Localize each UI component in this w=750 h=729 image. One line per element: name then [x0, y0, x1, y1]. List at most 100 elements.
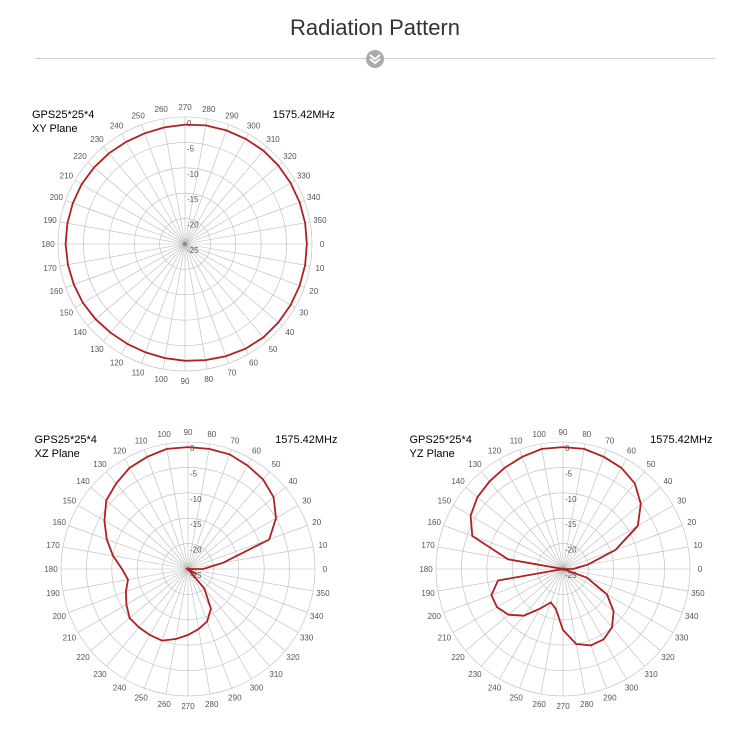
svg-text:80: 80: [207, 430, 216, 439]
svg-text:40: 40: [285, 328, 294, 337]
svg-text:10: 10: [315, 264, 324, 273]
svg-text:40: 40: [288, 477, 297, 486]
svg-text:330: 330: [674, 634, 688, 643]
svg-text:0: 0: [322, 565, 327, 574]
svg-text:210: 210: [62, 634, 76, 643]
svg-text:100: 100: [532, 430, 546, 439]
svg-text:340: 340: [307, 193, 321, 202]
svg-text:0: 0: [320, 240, 325, 249]
svg-text:-10: -10: [565, 495, 577, 504]
antenna-label: GPS25*25*4: [35, 434, 97, 446]
svg-text:290: 290: [228, 694, 242, 703]
svg-text:270: 270: [181, 702, 195, 711]
svg-text:10: 10: [693, 541, 702, 550]
svg-text:110: 110: [134, 436, 147, 445]
svg-text:320: 320: [661, 653, 675, 662]
svg-text:-25: -25: [187, 246, 199, 255]
plane-label: XZ Plane: [35, 448, 80, 460]
svg-text:260: 260: [155, 105, 169, 114]
svg-text:-5: -5: [187, 144, 195, 153]
svg-text:180: 180: [44, 565, 58, 574]
svg-text:220: 220: [76, 653, 90, 662]
svg-text:70: 70: [227, 369, 236, 378]
svg-text:90: 90: [558, 428, 567, 437]
svg-text:100: 100: [157, 430, 171, 439]
svg-text:-20: -20: [190, 546, 202, 555]
svg-text:120: 120: [487, 446, 501, 455]
svg-text:170: 170: [43, 264, 57, 273]
svg-text:50: 50: [646, 460, 655, 469]
svg-text:250: 250: [509, 694, 523, 703]
svg-text:140: 140: [73, 328, 87, 337]
svg-text:150: 150: [62, 497, 76, 506]
svg-text:60: 60: [252, 446, 261, 455]
svg-text:300: 300: [247, 121, 261, 130]
svg-text:230: 230: [93, 670, 107, 679]
svg-text:320: 320: [286, 653, 300, 662]
svg-text:190: 190: [421, 589, 435, 598]
svg-text:240: 240: [112, 684, 126, 693]
svg-text:70: 70: [230, 436, 239, 445]
svg-text:-15: -15: [190, 520, 202, 529]
svg-text:170: 170: [421, 541, 435, 550]
svg-text:320: 320: [283, 152, 297, 161]
svg-text:270: 270: [556, 702, 570, 711]
svg-text:310: 310: [266, 135, 280, 144]
svg-text:120: 120: [110, 359, 124, 368]
svg-text:150: 150: [60, 309, 74, 318]
svg-text:340: 340: [310, 612, 324, 621]
chart-row-top: 0102030405060708090100110120130140150160…: [0, 89, 750, 404]
svg-text:350: 350: [313, 216, 327, 225]
divider: [35, 49, 715, 69]
svg-text:50: 50: [269, 345, 278, 354]
svg-text:280: 280: [580, 700, 594, 709]
svg-text:-20: -20: [565, 546, 577, 555]
svg-text:180: 180: [419, 565, 433, 574]
svg-text:250: 250: [131, 111, 145, 120]
chart-row-bottom: 0102030405060708090100110120130140150160…: [0, 414, 750, 729]
svg-text:-5: -5: [190, 469, 198, 478]
svg-text:290: 290: [225, 111, 239, 120]
svg-text:250: 250: [134, 694, 148, 703]
svg-text:350: 350: [316, 589, 330, 598]
svg-text:80: 80: [582, 430, 591, 439]
svg-text:220: 220: [451, 653, 465, 662]
chevron-down-icon: [365, 49, 385, 69]
page-title: Radiation Pattern: [0, 15, 750, 41]
svg-text:110: 110: [132, 369, 145, 378]
svg-text:260: 260: [157, 700, 171, 709]
svg-text:100: 100: [155, 375, 169, 384]
chart-yz: 0102030405060708090100110120130140150160…: [408, 414, 718, 729]
svg-text:210: 210: [60, 172, 74, 181]
svg-text:240: 240: [110, 121, 124, 130]
svg-text:-15: -15: [187, 195, 199, 204]
plane-label: XY Plane: [32, 123, 78, 135]
svg-text:-5: -5: [565, 469, 573, 478]
polar-chart-xz: 0102030405060708090100110120130140150160…: [33, 414, 343, 724]
svg-text:160: 160: [50, 287, 64, 296]
svg-text:120: 120: [112, 446, 126, 455]
svg-text:20: 20: [312, 518, 321, 527]
chart-xz: 0102030405060708090100110120130140150160…: [33, 414, 343, 729]
antenna-label: GPS25*25*4: [410, 434, 472, 446]
polar-chart-yz: 0102030405060708090100110120130140150160…: [408, 414, 718, 724]
svg-text:280: 280: [205, 700, 219, 709]
svg-text:290: 290: [603, 694, 617, 703]
antenna-label: GPS25*25*4: [32, 109, 94, 121]
svg-text:60: 60: [627, 446, 636, 455]
svg-text:220: 220: [73, 152, 87, 161]
svg-text:280: 280: [202, 105, 216, 114]
svg-text:300: 300: [624, 684, 638, 693]
svg-text:300: 300: [249, 684, 263, 693]
chart-xy: 0102030405060708090100110120130140150160…: [30, 89, 340, 404]
svg-text:210: 210: [437, 634, 451, 643]
svg-text:130: 130: [90, 345, 104, 354]
svg-text:50: 50: [271, 460, 280, 469]
svg-text:-20: -20: [187, 221, 199, 230]
svg-text:190: 190: [46, 589, 60, 598]
freq-label: 1575.42MHz: [275, 434, 337, 446]
svg-text:190: 190: [43, 216, 57, 225]
svg-text:40: 40: [663, 477, 672, 486]
svg-text:130: 130: [93, 460, 107, 469]
svg-text:80: 80: [204, 375, 213, 384]
